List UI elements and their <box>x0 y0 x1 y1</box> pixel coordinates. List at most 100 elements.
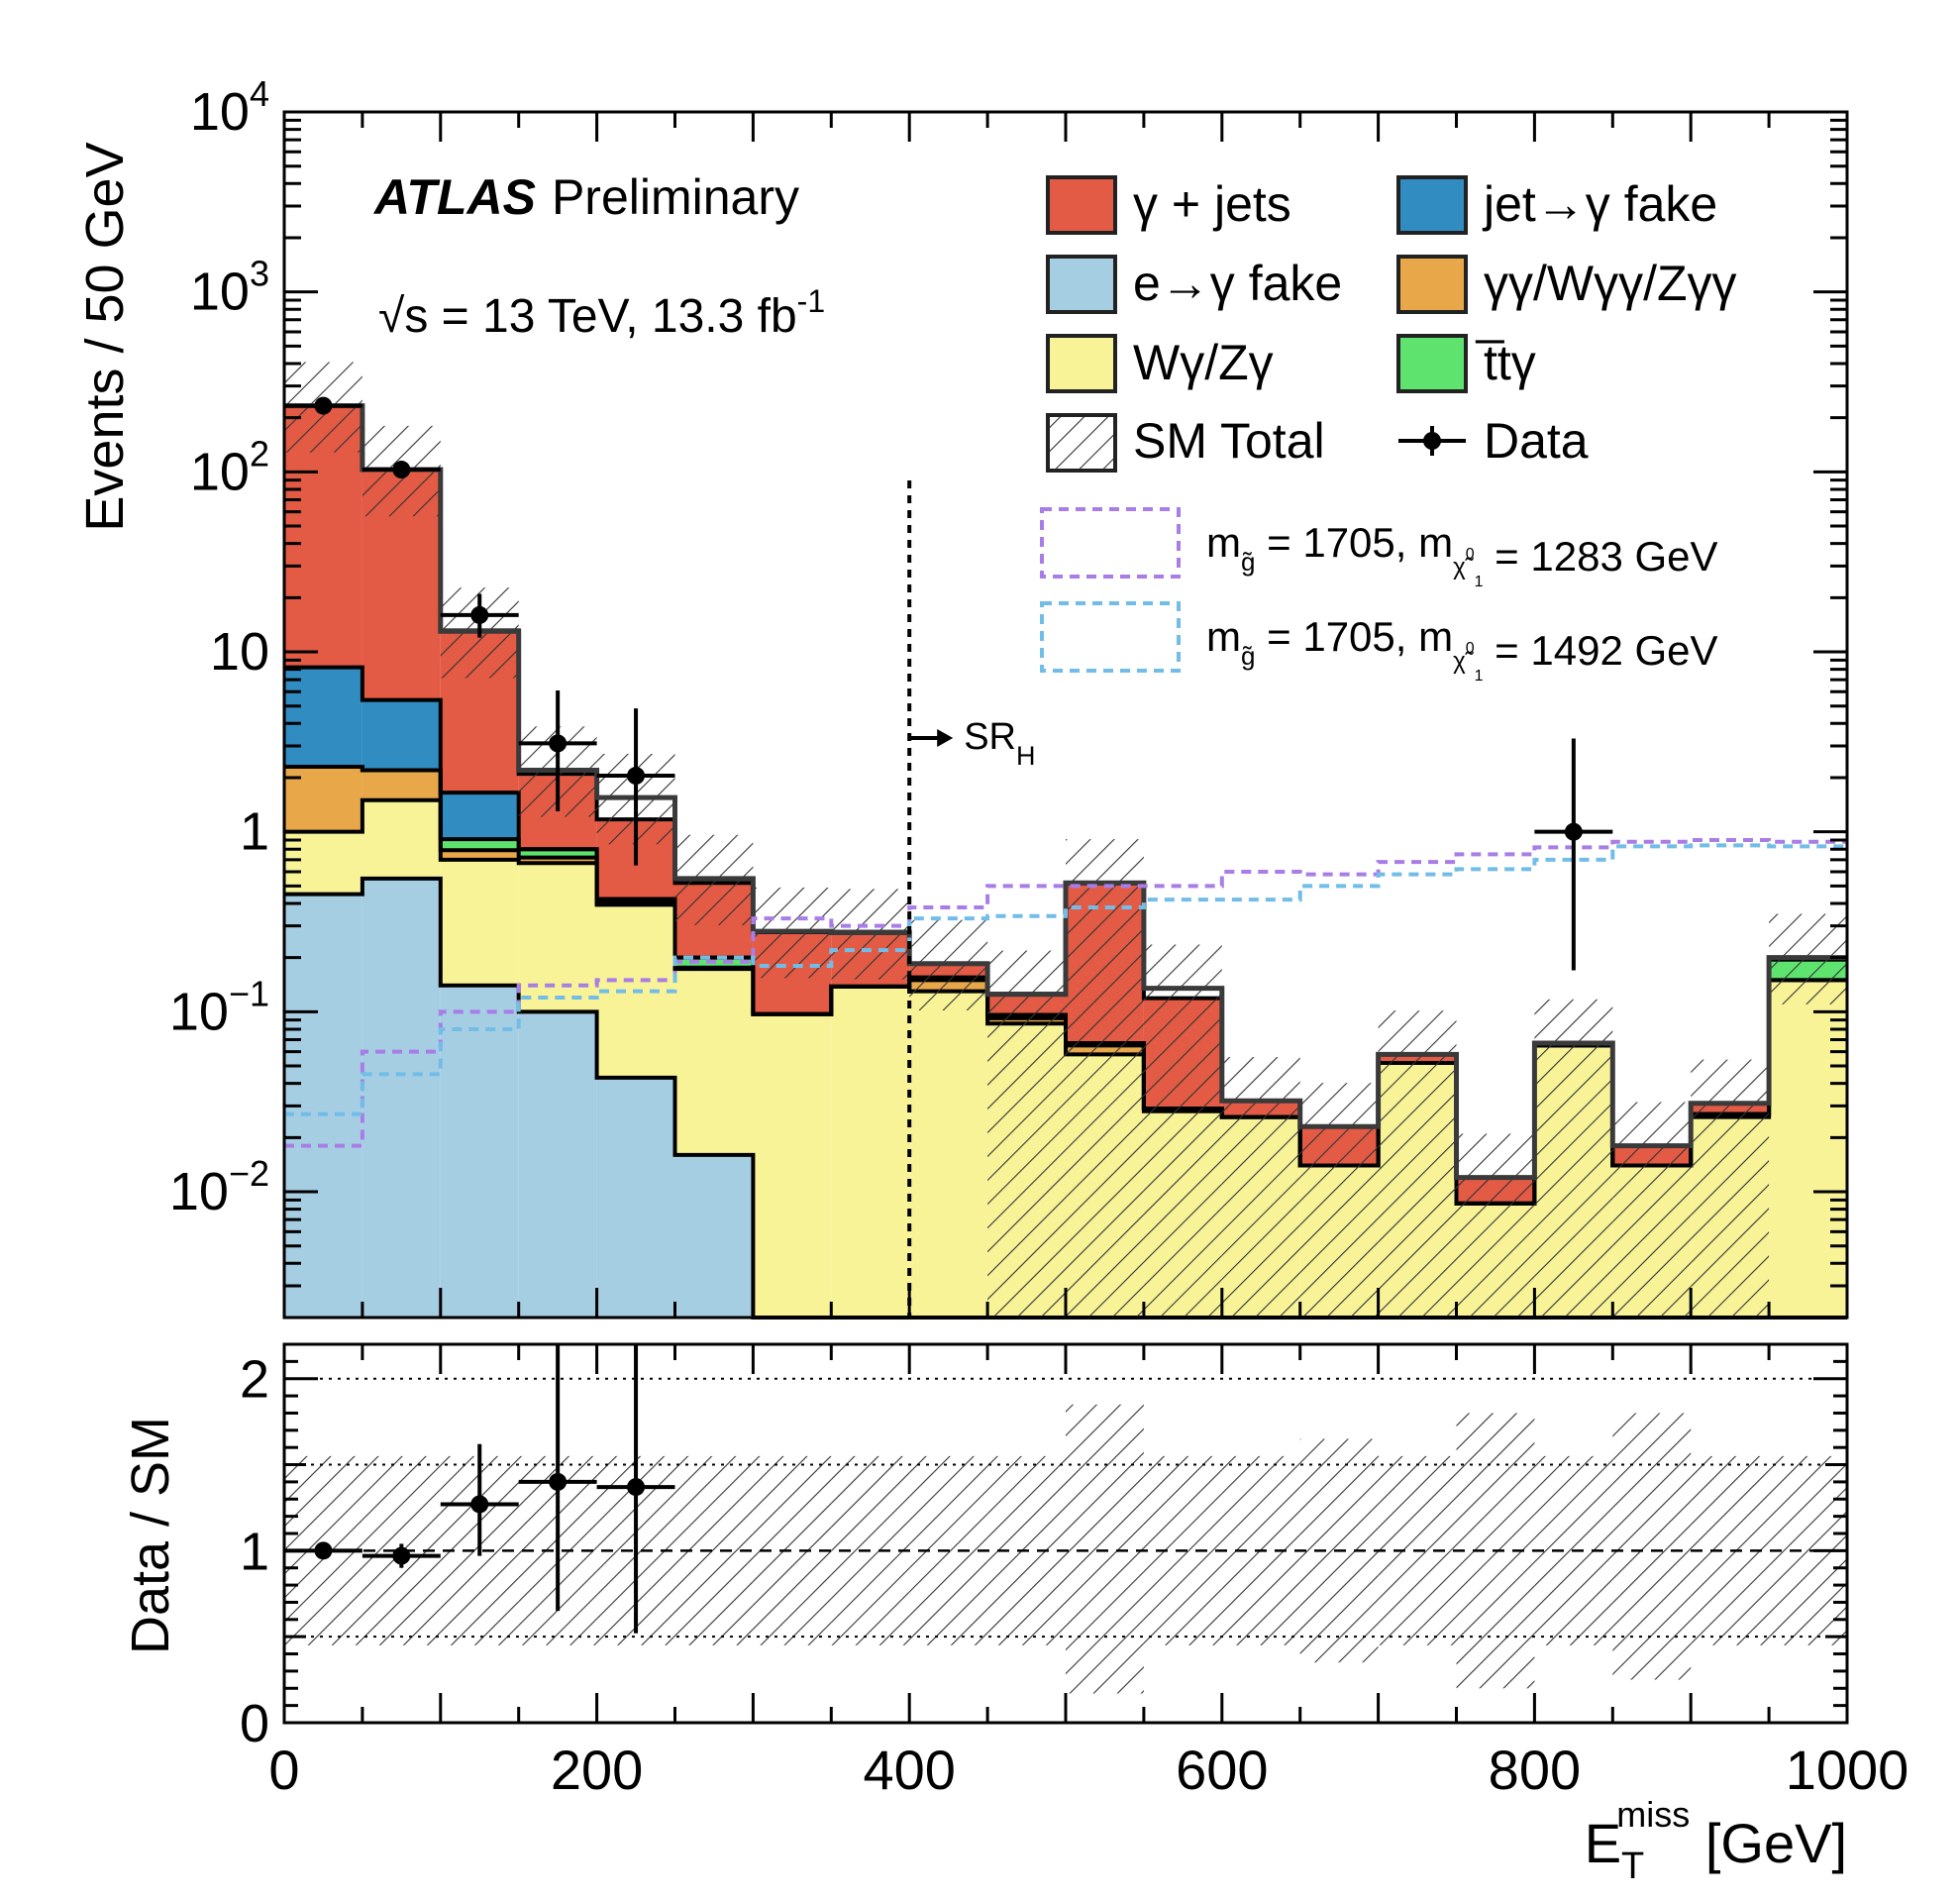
legend: γ + jets jet→γ fake e→γ fake γγ/Wγγ/Zγγ Wγ/Z… <box>1040 175 1737 685</box>
signal-line-0 <box>284 837 1847 1148</box>
ratio-unc-bin-10 <box>1066 1404 1144 1694</box>
legend-label-1: Wγ/Zγ <box>1133 335 1274 390</box>
stack-bar-4-0 <box>284 667 362 767</box>
ratio-point-0 <box>314 1541 333 1560</box>
xtick-label-4: 800 <box>1489 1739 1581 1801</box>
ratio-ytick-label-2: 2 <box>240 1350 269 1410</box>
stack-bar-1-6 <box>753 1013 832 1318</box>
ytick-label-3: 10 <box>210 622 269 682</box>
xtick-label-5: 1000 <box>1786 1739 1909 1801</box>
sm-uncertainty-band <box>284 362 1847 1318</box>
xtick-label-3: 600 <box>1176 1739 1268 1801</box>
ratio-point-4 <box>627 1478 646 1497</box>
ytick-label-1: 10−1 <box>169 973 269 1041</box>
sm-unc-bin-16 <box>1534 999 1613 1318</box>
stack-bar-0-2 <box>440 985 519 1318</box>
ratio-data-points <box>284 1344 675 1634</box>
stack-bar-2-1 <box>361 770 441 800</box>
sm-unc-bin-14 <box>1378 1010 1457 1318</box>
legend-label-signal-1: mg̃ = 1705, mχ̃01 = 1492 GeV <box>1206 613 1718 685</box>
legend-swatch-signal-0 <box>1040 507 1181 579</box>
xtick-label-1: 200 <box>551 1739 643 1801</box>
legend-swatch-sm-total <box>1046 413 1117 473</box>
data-point-2 <box>470 605 489 624</box>
ratio-ytick-label-0: 0 <box>240 1694 269 1753</box>
legend-swatch-signal-1 <box>1040 601 1181 673</box>
legend-swatch-5 <box>1046 175 1117 235</box>
ratio-uncertainty-band <box>284 1404 1847 1694</box>
stack-bar-0-5 <box>674 1154 754 1318</box>
sm-unc-bin-17 <box>1612 1102 1692 1318</box>
ytick-label-2: 1 <box>240 802 269 862</box>
stack-bar-2-2 <box>440 850 519 860</box>
stack-bar-3-2 <box>440 839 519 851</box>
legend-data-icon <box>1423 432 1441 450</box>
main-panel: SRH 10−2 10−1 1 10 102 103 104 Events / 50 GeV… <box>75 73 1849 1320</box>
stack-bar-1-8 <box>909 991 988 1318</box>
data-point-1 <box>392 461 411 479</box>
legend-label-signal-0: mg̃ = 1705, mχ̃01 = 1283 GeV <box>1206 519 1718 590</box>
sr-label: SRH <box>964 716 1035 771</box>
stack-bar-0-3 <box>518 1011 597 1318</box>
ratio-y-axis-title: Data / SM <box>121 1417 180 1654</box>
stack-bar-1-2 <box>440 859 519 986</box>
legend-label-4: jet→γ fake <box>1482 176 1717 232</box>
data-point-0 <box>314 396 333 415</box>
ratio-unc-bin-17 <box>1612 1413 1692 1680</box>
legend-swatch-1 <box>1046 334 1117 393</box>
sm-unc-bin-15 <box>1456 1133 1535 1318</box>
legend-label-2: γγ/Wγγ/Zγγ <box>1484 256 1737 311</box>
energy-luminosity-label: √s = 13 TeV, 13.3 fb-1 <box>378 283 825 343</box>
stack-bar-1-7 <box>831 986 910 1318</box>
sm-unc-bin-11 <box>1143 944 1222 1318</box>
signal-region-marker: SRH <box>907 480 1035 1318</box>
stack-bar-0-4 <box>596 1077 675 1318</box>
ytick-label-5: 103 <box>190 254 269 322</box>
sm-unc-bin-12 <box>1221 1057 1300 1318</box>
signal-line-1 <box>284 843 1847 1116</box>
ratio-axes: 0 1 2 0 200 400 600 800 1000 <box>240 1342 1909 1801</box>
stack-bar-2-3 <box>518 857 597 864</box>
data-point-5 <box>1564 822 1583 841</box>
ytick-label-6: 104 <box>190 73 269 142</box>
experiment-label: ATLAS Preliminary <box>372 169 799 225</box>
x-axis-title: ETmiss [GeV] <box>1585 1794 1847 1887</box>
ytick-label-0: 10−2 <box>169 1153 269 1221</box>
legend-label-data: Data <box>1484 413 1589 469</box>
sm-unc-bin-9 <box>987 950 1066 1318</box>
stack-bar-3-3 <box>518 849 597 858</box>
data-points <box>284 396 1613 971</box>
legend-label-sm-total: SM Total <box>1133 413 1325 469</box>
stack-bar-1-0 <box>284 831 362 895</box>
legend-label-5: γ + jets <box>1133 176 1291 232</box>
stack-bar-1-1 <box>361 799 441 879</box>
legend-label-3: t̅tγ <box>1475 335 1535 390</box>
main-y-axis: 10−2 10−1 1 10 102 103 104 <box>169 73 1849 1320</box>
ratio-point-3 <box>549 1472 567 1491</box>
stack-bar-4-1 <box>361 699 441 771</box>
legend-swatch-3 <box>1396 334 1468 393</box>
legend-swatch-0 <box>1046 255 1117 314</box>
ratio-reference-lines <box>284 1377 1847 1638</box>
y-axis-title: Events / 50 GeV <box>75 142 135 531</box>
sm-unc-bin-10 <box>1066 839 1144 1318</box>
ratio-point-1 <box>392 1546 411 1565</box>
stack-bar-1-5 <box>674 969 754 1155</box>
legend-label-0: e→γ fake <box>1133 256 1342 311</box>
sm-unc-bin-18 <box>1691 1059 1770 1318</box>
stack-bar-1-3 <box>518 863 597 1012</box>
stack-bar-0-1 <box>361 878 441 1318</box>
legend-swatch-4 <box>1396 175 1468 235</box>
sr-arrow-icon <box>937 729 954 747</box>
stack-bar-4-2 <box>440 792 519 840</box>
legend-swatch-2 <box>1396 255 1468 314</box>
data-point-3 <box>549 734 567 753</box>
xtick-label-2: 400 <box>863 1739 955 1801</box>
ratio-ytick-label-1: 1 <box>240 1522 269 1581</box>
stack-bar-1-19 <box>1769 980 1847 1318</box>
ratio-panel: 0 1 2 0 200 400 600 800 1000 Data / SM ETmiss [G… <box>121 1342 1909 1887</box>
xtick-label-0: 0 <box>268 1739 299 1801</box>
sm-unc-bin-13 <box>1299 1083 1379 1318</box>
ratio-point-2 <box>470 1495 489 1514</box>
